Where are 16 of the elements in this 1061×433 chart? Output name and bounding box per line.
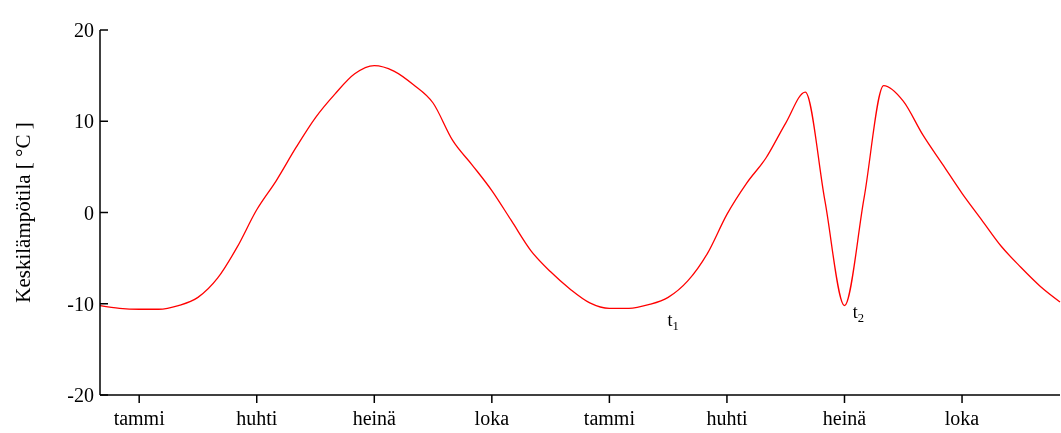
- x-tick-label: tammi: [113, 407, 166, 429]
- y-tick-label: -10: [67, 292, 94, 315]
- x-tick-label: loka: [474, 407, 510, 429]
- annotation: t$_{2}$: [852, 302, 865, 326]
- x-tick-label: tammi: [583, 407, 636, 429]
- y-tick-label: -20: [67, 384, 94, 407]
- y-tick-label: 0: [84, 201, 94, 224]
- x-tick-label: heinä: [822, 407, 867, 429]
- x-tick-label: heinä: [352, 407, 397, 429]
- y-tick-label: 20: [74, 19, 94, 42]
- y-axis-title: Keskilämpötila [ °C ]: [11, 122, 35, 303]
- annotation: t$_{1}$: [667, 309, 679, 333]
- y-tick-label: 10: [74, 110, 94, 133]
- x-tick-label: loka: [944, 407, 980, 429]
- x-tick-label: huhti: [236, 407, 278, 429]
- x-tick-label: huhti: [706, 407, 748, 429]
